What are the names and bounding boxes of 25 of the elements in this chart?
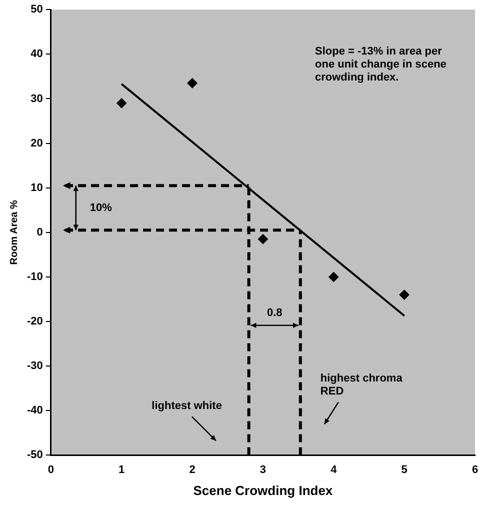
y-tick-label: -50 bbox=[26, 449, 43, 462]
y-tick-label: -40 bbox=[26, 404, 43, 417]
y-tick-label: 20 bbox=[30, 137, 43, 150]
annotation: Slope = -13% in area per one unit change in scene crowding index. bbox=[315, 46, 446, 84]
x-tick-label: 3 bbox=[260, 464, 266, 476]
y-tick-label: 30 bbox=[30, 92, 43, 105]
x-tick-label: 6 bbox=[472, 464, 478, 476]
y-axis-title: Room Area % bbox=[8, 200, 20, 265]
x-tick-label: 4 bbox=[330, 464, 338, 476]
x-tick-label: 1 bbox=[118, 464, 125, 476]
y-tick-label: 0 bbox=[36, 226, 43, 238]
y-tick-label: -10 bbox=[26, 270, 43, 283]
annotation: lightest white bbox=[152, 400, 222, 412]
y-tick-label: 10 bbox=[30, 182, 43, 194]
annotation: 0.8 bbox=[266, 306, 282, 319]
x-tick-label: 5 bbox=[401, 464, 408, 476]
y-tick-label: 50 bbox=[30, 4, 43, 16]
x-tick-label: 0 bbox=[48, 464, 54, 476]
y-tick-label: -20 bbox=[26, 316, 43, 328]
x-tick-label: 2 bbox=[189, 464, 196, 476]
annotation: highest chroma RED bbox=[320, 372, 404, 398]
y-tick-label: -30 bbox=[26, 360, 43, 372]
x-axis-title: Scene Crowding Index bbox=[193, 482, 334, 498]
annotation: 10% bbox=[90, 202, 112, 214]
y-tick-label: 40 bbox=[30, 48, 43, 60]
